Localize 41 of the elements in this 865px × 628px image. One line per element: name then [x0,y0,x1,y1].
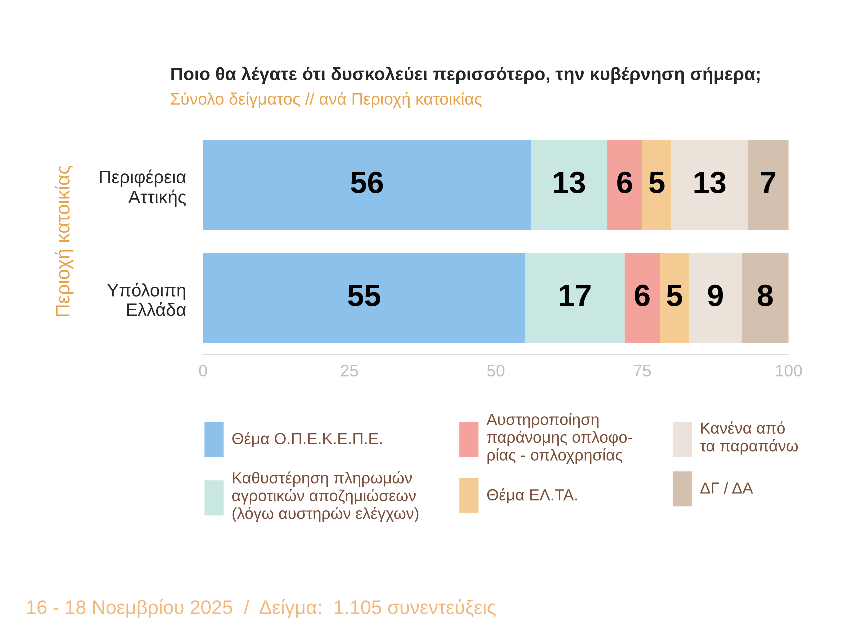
bar [660,253,690,344]
y-tick-label: Περιφέρεια Αττικής [100,170,186,208]
legend-label: Θέμα ΕΛ.ΤΑ. [487,488,578,504]
bar [203,253,526,344]
legend-label: ΔΓ / ΔΑ [700,482,754,494]
bar [642,140,672,230]
data-label: 8 [758,284,774,306]
data-label: 55 [348,285,380,306]
x-tick-label: 75 [634,365,652,377]
data-label: 5 [667,285,682,306]
data-label: 56 [351,172,384,194]
text: 16 - 18 Νοεμβρίου 2025 / Δείγμα: 1.105 συνεντεύξεις [27,600,496,618]
bar [531,140,608,230]
bar [624,253,660,344]
data-label: 17 [560,285,591,306]
y-tick-label: Υπόλοιπη Ελλάδα [107,283,186,316]
x-tick-label: 0 [199,364,208,377]
data-label: 9 [708,284,724,306]
chart-subtitle: Σύνολο δείγματος // ανά Περιοχή κατοικίας [171,92,482,108]
data-label: 6 [618,172,632,194]
bar [203,140,532,230]
legend-label: Καθυστέρηση πληρωμών αγροτικών αποζημιώσεων (λόγω αυστηρών ελέγχων) [232,472,419,522]
bar [525,253,625,344]
x-tick-label: 100 [776,364,802,377]
bar [742,253,789,344]
data-label: 6 [635,284,650,306]
y-axis-title: Περιοχή κατοικίας [55,166,74,317]
x-tick-label: 25 [341,364,358,377]
data-label: 13 [694,172,726,194]
bar [689,253,742,344]
data-label: 13 [554,172,586,194]
bar [748,140,789,230]
legend-label: Θέμα Ο.Π.Ε.Κ.Ε.Π.Ε. [232,432,382,448]
legend-label: Κανένα από τα παραπάνω [700,422,798,455]
x-tick-label: 50 [487,364,505,377]
chart-title: Ποιο θα λέγατε ότι δυσκολεύει περισσότερο, την κυβέρνηση σήμερα; [172,66,760,84]
legend-label: Αυστηροποίηση παράνομης οπλοφο- ρίας - οπλοχρησίας [486,413,632,464]
bar [607,140,642,230]
data-label: 7 [761,172,776,194]
data-label: 5 [650,172,665,194]
bar [672,140,748,230]
